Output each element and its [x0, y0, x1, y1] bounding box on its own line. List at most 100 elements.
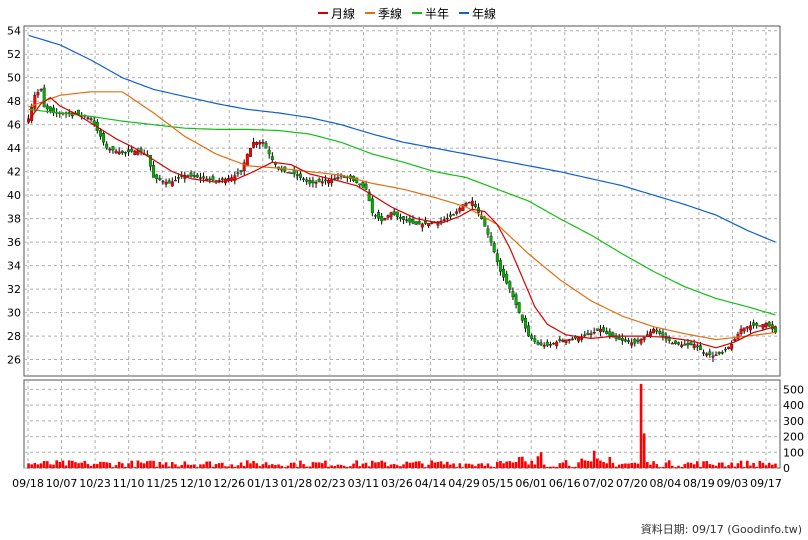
candle-body: [414, 221, 418, 225]
candle-body: [148, 155, 152, 167]
price-tick-label: 52: [7, 48, 21, 61]
candle-body: [611, 332, 615, 338]
volume-bar: [717, 462, 721, 468]
candle-body: [52, 107, 56, 114]
candle-body: [561, 340, 565, 342]
volume-bar: [386, 466, 390, 468]
candle-body: [677, 342, 681, 345]
candle-body: [767, 321, 771, 327]
volume-bar: [277, 464, 280, 468]
candle-body: [261, 142, 265, 144]
candle-body: [527, 325, 531, 337]
volume-bar: [464, 463, 468, 468]
volume-bar: [511, 462, 515, 468]
volume-bar: [249, 463, 252, 468]
volume-bar: [380, 460, 383, 468]
volume-bar: [133, 467, 137, 468]
x-tick-label: 09/03: [717, 477, 749, 490]
candle-body: [673, 340, 677, 344]
candle-body: [598, 328, 602, 333]
candle-body: [402, 216, 406, 220]
candle-body: [720, 352, 724, 354]
volume-bar: [183, 461, 187, 468]
candle-body: [705, 353, 709, 356]
volume-bar: [136, 460, 140, 468]
candle-body: [164, 182, 168, 185]
price-tick-label: 40: [7, 189, 21, 202]
volume-bar: [514, 461, 518, 468]
volume-bar: [421, 463, 424, 468]
candle-body: [683, 343, 687, 346]
candle-body: [670, 342, 674, 345]
volume-bar: [546, 467, 549, 468]
volume-bar: [105, 462, 108, 468]
volume-bar: [646, 462, 649, 468]
candle-body: [423, 221, 427, 224]
volume-bar: [661, 466, 665, 468]
candle-body: [520, 314, 524, 321]
candle-body: [239, 170, 243, 172]
candle-body: [377, 212, 381, 219]
candle-body: [248, 147, 252, 157]
volume-bar: [261, 464, 265, 468]
candle-body: [255, 142, 259, 146]
candle-body: [427, 223, 431, 226]
candle-body: [655, 329, 659, 332]
candle-body: [492, 243, 496, 253]
candle-body: [420, 223, 424, 228]
volume-bar: [305, 466, 308, 468]
volume-bar: [58, 461, 62, 468]
volume-bar: [308, 466, 312, 468]
legend-swatch-year: [459, 12, 470, 14]
volume-bar: [52, 464, 55, 468]
volume-bar: [746, 460, 749, 468]
volume-bar: [174, 464, 177, 468]
candle-body: [577, 337, 581, 342]
candle-body: [367, 191, 371, 202]
volume-bar: [614, 466, 618, 468]
volume-bar: [633, 462, 637, 468]
volume-bar: [42, 460, 46, 468]
volume-bar: [689, 462, 693, 468]
volume-bar: [592, 450, 596, 468]
candle-body: [689, 341, 693, 345]
candle-body: [220, 178, 224, 180]
volume-bar: [71, 460, 74, 468]
volume-bar: [180, 465, 183, 468]
candle-body: [133, 150, 137, 156]
volume-bar: [314, 462, 318, 468]
candle-body: [745, 326, 749, 329]
candle-body: [108, 148, 112, 151]
volume-bar: [502, 463, 505, 468]
volume-bar: [664, 462, 668, 468]
candle-body: [630, 342, 634, 346]
volume-bar: [286, 465, 290, 468]
volume-bar: [392, 464, 396, 468]
volume-bar: [167, 466, 171, 468]
price-tick-label: 34: [7, 260, 21, 273]
volume-bar: [571, 467, 574, 468]
price-tick-label: 36: [7, 236, 21, 249]
candle-body: [392, 211, 396, 215]
volume-bar: [377, 462, 380, 468]
volume-bar: [458, 463, 462, 468]
volume-bar: [527, 464, 530, 468]
candle-body: [370, 198, 374, 213]
volume-bar: [505, 461, 508, 468]
candle-body: [158, 178, 162, 181]
volume-bar: [574, 466, 577, 468]
candle-body: [308, 180, 312, 184]
volume-bar: [496, 461, 499, 468]
candle-body: [533, 338, 537, 342]
volume-bar: [111, 467, 115, 468]
candle-body: [417, 221, 421, 225]
volume-bar: [564, 460, 568, 468]
candle-body: [364, 183, 368, 190]
volume-bar: [605, 463, 608, 468]
candle-body: [605, 330, 609, 334]
volume-bar: [433, 462, 437, 468]
volume-bar: [558, 463, 562, 468]
candle-body: [120, 150, 124, 153]
volume-bar: [139, 462, 143, 468]
volume-bar: [567, 465, 571, 468]
